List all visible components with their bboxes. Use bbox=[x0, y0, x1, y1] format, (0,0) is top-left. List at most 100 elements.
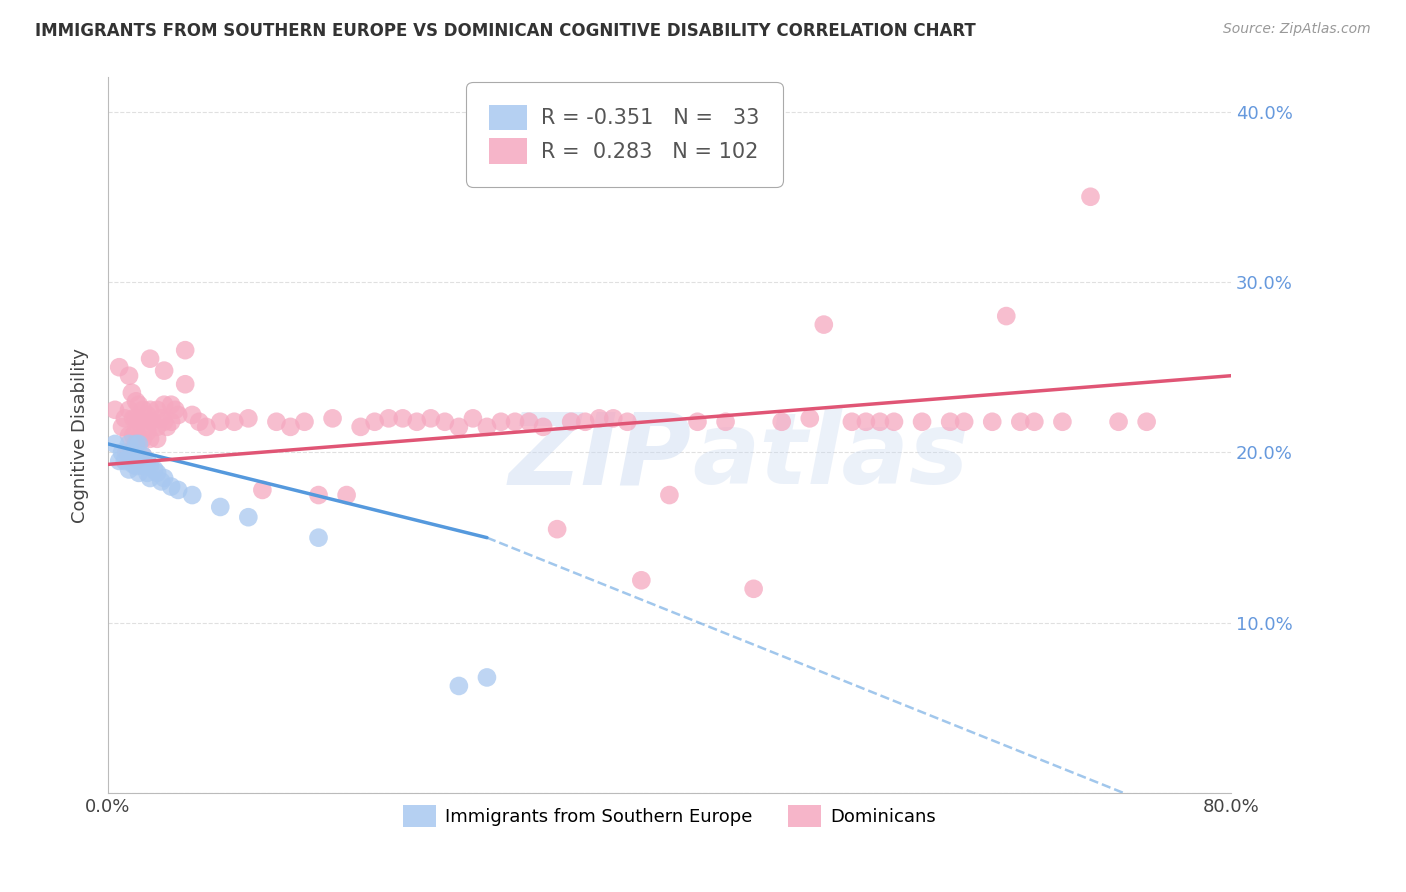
Point bbox=[108, 360, 131, 375]
Point bbox=[128, 415, 150, 429]
Point bbox=[616, 415, 638, 429]
Point bbox=[461, 411, 484, 425]
Point bbox=[132, 432, 155, 446]
Point bbox=[280, 420, 302, 434]
Point bbox=[132, 459, 155, 474]
Point bbox=[118, 368, 141, 383]
Point bbox=[447, 679, 470, 693]
Point bbox=[546, 522, 568, 536]
Point bbox=[574, 415, 596, 429]
Point bbox=[139, 432, 162, 446]
Point bbox=[139, 351, 162, 366]
Point bbox=[1080, 190, 1102, 204]
Point bbox=[146, 402, 169, 417]
Point bbox=[143, 462, 166, 476]
Point bbox=[447, 420, 470, 434]
Point bbox=[630, 574, 652, 588]
Point bbox=[125, 437, 148, 451]
Point bbox=[146, 466, 169, 480]
Point bbox=[181, 488, 204, 502]
Point bbox=[588, 411, 610, 425]
Point bbox=[125, 454, 148, 468]
Point bbox=[869, 415, 891, 429]
Point bbox=[714, 415, 737, 429]
Point bbox=[125, 411, 148, 425]
Point bbox=[122, 458, 145, 472]
Y-axis label: Cognitive Disability: Cognitive Disability bbox=[72, 348, 89, 523]
Point bbox=[122, 428, 145, 442]
Point bbox=[686, 415, 709, 429]
Legend: Immigrants from Southern Europe, Dominicans: Immigrants from Southern Europe, Dominic… bbox=[396, 798, 943, 834]
Point bbox=[209, 500, 232, 514]
Point bbox=[128, 466, 150, 480]
Point bbox=[238, 510, 260, 524]
Point bbox=[139, 415, 162, 429]
Point bbox=[156, 420, 179, 434]
Point bbox=[139, 402, 162, 417]
Point bbox=[132, 449, 155, 463]
Point bbox=[742, 582, 765, 596]
Point bbox=[136, 454, 159, 468]
Point bbox=[104, 402, 127, 417]
Point bbox=[266, 415, 288, 429]
Point bbox=[128, 398, 150, 412]
Point bbox=[308, 488, 330, 502]
Point bbox=[108, 454, 131, 468]
Point bbox=[132, 402, 155, 417]
Point bbox=[1024, 415, 1046, 429]
Point bbox=[405, 415, 427, 429]
Text: IMMIGRANTS FROM SOUTHERN EUROPE VS DOMINICAN COGNITIVE DISABILITY CORRELATION CH: IMMIGRANTS FROM SOUTHERN EUROPE VS DOMIN… bbox=[35, 22, 976, 40]
Point bbox=[139, 459, 162, 474]
Point bbox=[1052, 415, 1074, 429]
Point bbox=[799, 411, 821, 425]
Point bbox=[125, 459, 148, 474]
Text: ZIP: ZIP bbox=[509, 409, 692, 506]
Point bbox=[153, 398, 176, 412]
Point bbox=[118, 445, 141, 459]
Point bbox=[142, 415, 165, 429]
Point bbox=[939, 415, 962, 429]
Point bbox=[146, 432, 169, 446]
Point bbox=[111, 445, 134, 459]
Point bbox=[114, 411, 136, 425]
Point bbox=[165, 402, 187, 417]
Point bbox=[602, 411, 624, 425]
Point bbox=[115, 445, 138, 459]
Point bbox=[1108, 415, 1130, 429]
Point bbox=[252, 483, 274, 497]
Point bbox=[188, 415, 211, 429]
Point bbox=[475, 420, 498, 434]
Point bbox=[125, 449, 148, 463]
Point bbox=[118, 437, 141, 451]
Point bbox=[122, 445, 145, 459]
Point bbox=[995, 309, 1018, 323]
Point bbox=[195, 420, 218, 434]
Point bbox=[160, 479, 183, 493]
Point bbox=[153, 415, 176, 429]
Point bbox=[336, 488, 359, 502]
Point bbox=[118, 428, 141, 442]
Point bbox=[322, 411, 344, 425]
Point bbox=[139, 471, 162, 485]
Point bbox=[770, 415, 793, 429]
Point bbox=[531, 420, 554, 434]
Point bbox=[419, 411, 441, 425]
Point bbox=[122, 411, 145, 425]
Point bbox=[128, 432, 150, 446]
Point bbox=[1136, 415, 1159, 429]
Point bbox=[953, 415, 976, 429]
Point bbox=[489, 415, 512, 429]
Point bbox=[560, 415, 582, 429]
Point bbox=[136, 408, 159, 422]
Point bbox=[209, 415, 232, 429]
Point bbox=[153, 363, 176, 377]
Point bbox=[911, 415, 934, 429]
Point bbox=[391, 411, 413, 425]
Point bbox=[128, 454, 150, 468]
Point bbox=[150, 475, 173, 489]
Point bbox=[167, 483, 190, 497]
Point bbox=[125, 394, 148, 409]
Point bbox=[181, 408, 204, 422]
Point bbox=[111, 420, 134, 434]
Point bbox=[160, 415, 183, 429]
